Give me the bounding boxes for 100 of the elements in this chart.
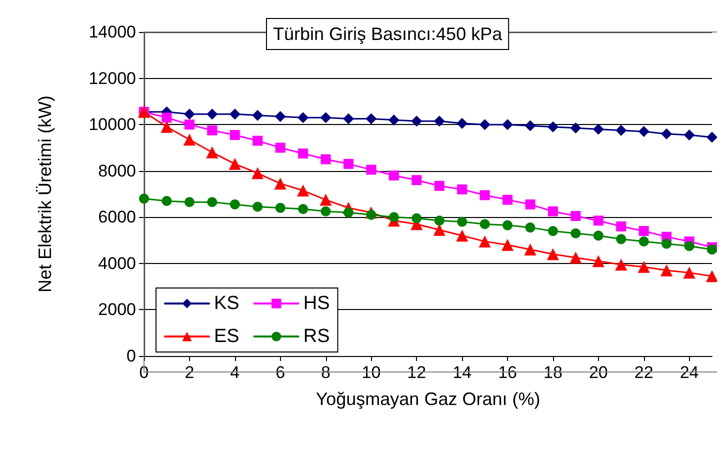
y-axis-title: Net Elektrik Üretimi (kW) <box>35 96 55 292</box>
point <box>411 116 422 127</box>
x-tick-label: 2 <box>184 363 194 382</box>
point <box>548 226 558 236</box>
point <box>525 199 536 210</box>
point <box>524 244 536 256</box>
point <box>706 132 717 143</box>
point <box>478 235 491 248</box>
point <box>412 213 422 224</box>
point <box>570 252 582 264</box>
point <box>456 230 468 242</box>
point <box>615 258 628 271</box>
legend-label: KS <box>214 293 240 314</box>
point <box>252 167 264 180</box>
point <box>457 216 468 227</box>
y-tick-label: 8000 <box>98 161 136 180</box>
point <box>616 234 626 244</box>
point <box>320 194 332 206</box>
point <box>343 158 354 169</box>
point <box>184 197 194 208</box>
point <box>206 108 218 120</box>
point <box>297 184 310 197</box>
y-tick-label: 10000 <box>88 115 136 134</box>
point <box>661 128 672 140</box>
point <box>707 244 717 255</box>
y-tick-label: 0 <box>126 346 136 366</box>
point <box>252 136 263 146</box>
point <box>320 112 332 124</box>
legend-label: RS <box>303 326 330 347</box>
legend-label: HS <box>303 293 330 314</box>
point <box>184 120 194 130</box>
point <box>230 130 240 140</box>
point <box>502 194 513 205</box>
point <box>502 220 513 230</box>
point <box>570 122 582 134</box>
point <box>343 208 354 218</box>
y-tick-label: 6000 <box>98 208 136 227</box>
legend-label: ES <box>214 326 240 347</box>
point <box>298 112 309 124</box>
point <box>320 206 331 216</box>
point <box>252 202 263 212</box>
point <box>684 241 694 252</box>
point <box>546 248 559 260</box>
point <box>388 212 399 222</box>
point <box>570 228 581 238</box>
point <box>388 114 400 126</box>
point <box>366 210 376 220</box>
point <box>592 124 604 135</box>
point <box>457 184 468 194</box>
x-axis-title: Yoğuşmayan Gaz Oranı (%) <box>316 389 540 409</box>
point <box>479 119 490 130</box>
point <box>434 180 444 191</box>
point <box>207 125 218 136</box>
point <box>342 113 354 124</box>
point <box>275 142 286 153</box>
point <box>184 108 195 120</box>
point <box>592 255 604 268</box>
y-tick-label: 12000 <box>88 68 136 88</box>
point <box>388 170 399 180</box>
point <box>616 124 627 136</box>
point <box>706 270 717 282</box>
point <box>548 206 558 216</box>
y-tick-label: 2000 <box>98 300 136 320</box>
point <box>638 126 650 138</box>
point <box>162 196 172 206</box>
point <box>252 110 264 121</box>
point <box>570 210 581 221</box>
point <box>160 120 173 133</box>
y-tick-label: 4000 <box>98 254 136 273</box>
point <box>456 118 468 129</box>
point <box>183 134 196 146</box>
point <box>139 194 149 204</box>
point <box>298 148 308 158</box>
point <box>480 219 490 230</box>
point <box>547 121 558 132</box>
point <box>616 221 626 232</box>
point <box>162 112 172 123</box>
point <box>274 178 286 190</box>
point <box>434 116 445 127</box>
point <box>524 120 536 132</box>
point <box>684 129 695 140</box>
point <box>228 158 241 170</box>
point <box>638 226 649 236</box>
point <box>275 202 286 213</box>
point <box>638 236 649 246</box>
annotation: Türbin Giriş Basıncı:450 kPa <box>273 24 504 44</box>
point <box>206 146 218 158</box>
point <box>366 164 376 175</box>
point <box>274 110 286 122</box>
point <box>593 216 604 226</box>
point <box>502 119 514 130</box>
point <box>229 108 240 120</box>
point <box>366 113 377 124</box>
point <box>593 230 604 241</box>
point <box>502 238 514 251</box>
point <box>207 197 218 208</box>
point <box>638 260 650 273</box>
point <box>298 204 308 214</box>
point <box>230 199 240 210</box>
point <box>525 222 536 233</box>
